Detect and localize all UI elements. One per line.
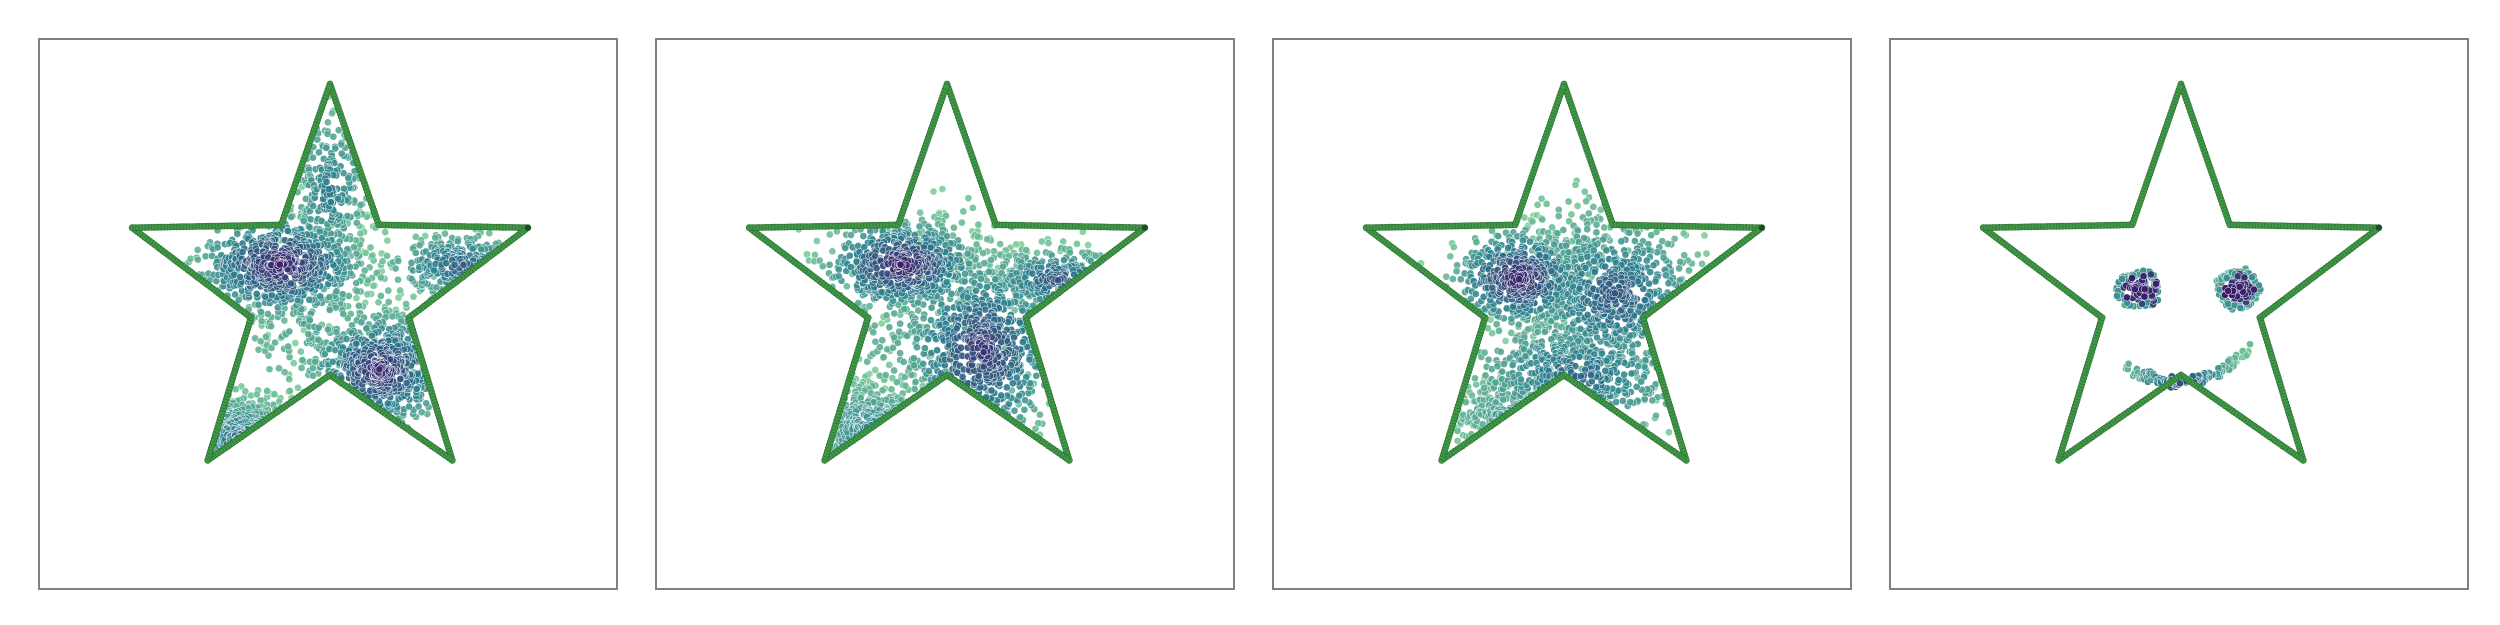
panel-star-2 — [655, 38, 1235, 590]
panel-star-4 — [1889, 38, 2469, 590]
star-scatter-plot-1 — [128, 80, 532, 464]
panel-star-1 — [38, 38, 618, 590]
star-scatter-plot-2 — [745, 80, 1149, 464]
star-scatter-plot-4 — [1979, 80, 2383, 464]
star-scatter-plot-3 — [1362, 80, 1766, 464]
panel-star-3 — [1272, 38, 1852, 590]
